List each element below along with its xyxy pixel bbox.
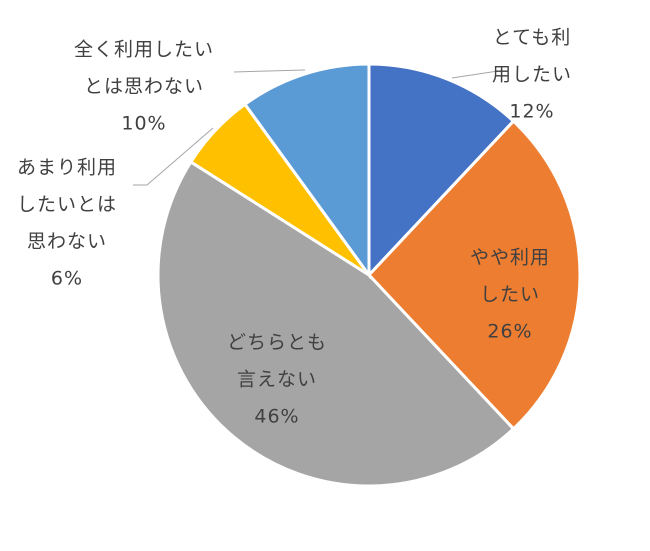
slice-label-very-likely-line-0: とても利: [493, 27, 571, 49]
slice-label-very-unlikely-line-0: 全く利用したい: [74, 39, 214, 61]
pie-slice-neutral: [156, 159, 516, 488]
slice-value-label-very-unlikely: 10%: [121, 113, 166, 135]
pie-slice-very-unlikely: [242, 62, 371, 280]
slice-label-very-likely-line-1: 用したい: [492, 64, 572, 86]
slice-label-somewhat-unlikely-line-1: したいとは: [17, 194, 117, 216]
slice-label-somewhat-unlikely-line-2: 思わない: [27, 231, 107, 253]
leader-line-very-likely: [451, 70, 499, 79]
slice-label-neutral-line-1: 言えない: [237, 369, 317, 391]
leader-line-somewhat-unlikely: [133, 127, 214, 186]
slice-label-somewhat-likely-line-1: したい: [480, 284, 540, 306]
pie-slice-very-likely: [367, 62, 516, 279]
slice-value-label-somewhat-likely: 26%: [487, 321, 532, 343]
leader-line-very-unlikely: [233, 69, 306, 73]
slice-label-very-unlikely-line-1: とは思わない: [84, 76, 204, 98]
slice-value-label-neutral: 46%: [254, 406, 299, 428]
leader-lines: [133, 69, 499, 186]
slice-label-somewhat-likely-line-0: やや利用: [470, 247, 550, 269]
pie-slices: [156, 62, 582, 488]
pie-slice-somewhat-likely: [366, 119, 582, 431]
slice-value-label-somewhat-unlikely: 6%: [51, 268, 83, 290]
slice-label-somewhat-unlikely-line-0: あまり利用: [17, 157, 117, 179]
slice-label-neutral-line-0: どちらとも: [227, 332, 327, 354]
slice-value-label-very-likely: 12%: [509, 101, 554, 123]
